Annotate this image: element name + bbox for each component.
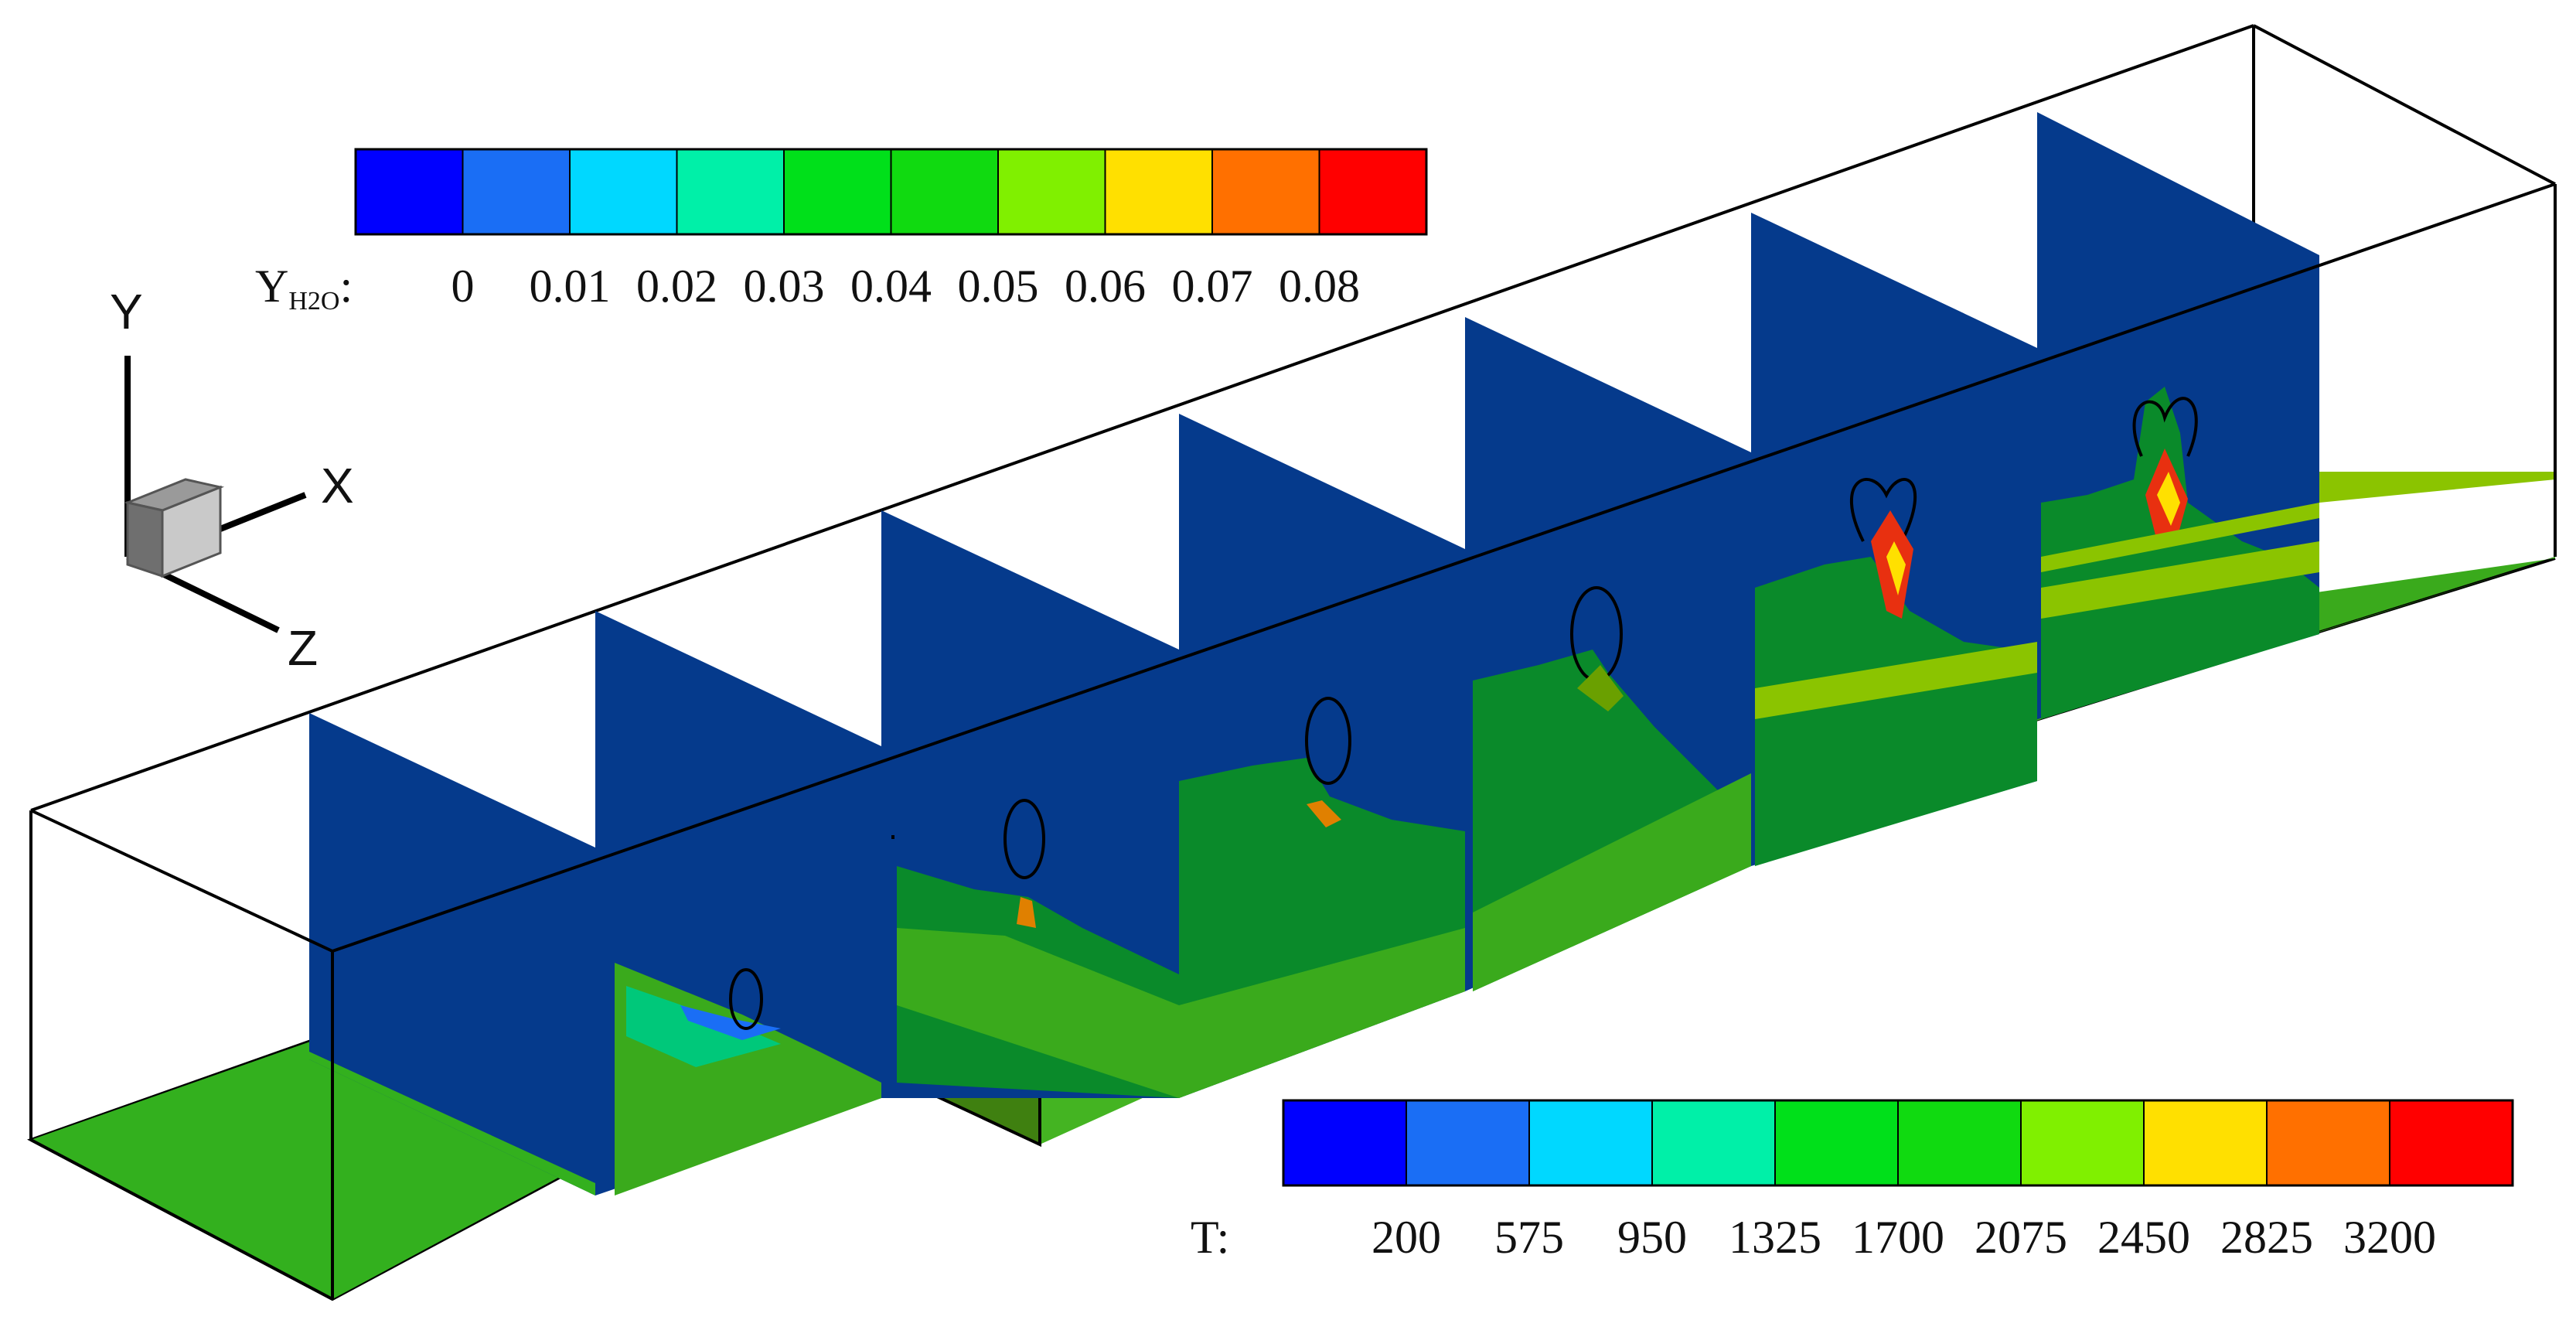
slice-plane-7-band — [2041, 541, 2319, 619]
colorbar-t-swatch — [2143, 1100, 2268, 1186]
colorbar-t-swatch — [1283, 1100, 1407, 1186]
colorbar-t-tick-label: 2450 — [2097, 1212, 2190, 1263]
colorbar-h2o-tick-label: 0.07 — [1172, 261, 1253, 312]
colorbar-h2o-tick-label: 0.06 — [1065, 261, 1146, 312]
colorbar-h2o-label: YH2O: — [255, 261, 353, 316]
colorbar-h2o-swatch — [1104, 148, 1213, 235]
axis-x-label: X — [321, 458, 354, 513]
colorbar-h2o-tick-label: 0.05 — [958, 261, 1039, 312]
colorbar-t-swatch — [1774, 1100, 1899, 1186]
colorbar-h2o-swatch — [783, 148, 892, 235]
colorbar-t-swatch — [1528, 1100, 1653, 1186]
colorbar-h2o-tick-label: 0.04 — [850, 261, 932, 312]
colorbar-h2o-tick-label: 0.08 — [1279, 261, 1360, 312]
colorbar-h2o-swatch — [1211, 148, 1320, 235]
axes-triad: Y X Z — [110, 284, 354, 676]
slice-plane-5-hot — [1577, 665, 1624, 711]
colorbar-h2o-swatch — [355, 148, 464, 235]
colorbar-h2o-swatch — [676, 148, 785, 235]
slice-plane-4-floor — [1179, 928, 1465, 1098]
colorbar-h2o-swatch — [569, 148, 678, 235]
colorbar-t-swatch — [1406, 1100, 1530, 1186]
slice-plane-7-contour — [2041, 387, 2319, 719]
colorbar-t-tick-label: 2825 — [2220, 1212, 2313, 1263]
colorbar-h2o-tick-label: 0.03 — [744, 261, 825, 312]
slice-plane-7-stoich-line — [2132, 397, 2198, 457]
triad-cube-side — [126, 501, 164, 578]
colorbar-h2o-tick-label: 0.02 — [636, 261, 717, 312]
colorbar-t-swatch — [1897, 1100, 2022, 1186]
colorbar-t-swatch — [1651, 1100, 1776, 1186]
slice-plane-6-contour — [1755, 557, 2037, 866]
colorbar-t-label: T: — [1191, 1212, 1229, 1263]
colorbar-t-swatch — [2389, 1100, 2513, 1186]
colorbar-t-frame — [1282, 1099, 2514, 1187]
slice-plane-1 — [309, 713, 595, 1196]
slice-plane-5-floor — [1473, 773, 1751, 991]
colorbar-h2o-swatch — [462, 148, 571, 235]
colorbar-h2o-frame — [354, 148, 1428, 236]
slice-plane-4-stoich-line — [1305, 697, 1351, 785]
axis-y-label: Y — [110, 284, 143, 339]
colorbar-h2o-tick-label: 0 — [451, 261, 475, 312]
slice-plane-3-hot — [1017, 897, 1036, 928]
slice-plane-3-stoich-line — [1003, 799, 1045, 879]
colorbar-t-swatch — [2020, 1100, 2145, 1186]
colorbar-t-tick-label: 950 — [1617, 1212, 1687, 1263]
slice-plane-6-band — [1755, 642, 2037, 719]
slice-plane-2-core — [680, 1005, 781, 1040]
colorbar-t-tick-label: 1700 — [1852, 1212, 1944, 1263]
slice-plane-2-contour-b — [626, 986, 781, 1067]
slice-plane-6-hot-core — [1886, 541, 1906, 595]
colorbar-h2o-swatch — [1318, 148, 1427, 235]
colorbar-t-swatch — [2266, 1100, 2390, 1186]
colorbar-h2o-tick-label: 0.01 — [530, 261, 611, 312]
slice-plane-6-stoich-line — [1849, 478, 1917, 542]
colorbar-t: 200 575 950 1325 1700 2075 2450 2825 3200 — [1282, 1099, 2514, 1263]
slice-plane-2-stoich-line — [729, 968, 763, 1030]
colorbar-t-tick-label: 200 — [1371, 1212, 1441, 1263]
box-back-edges — [30, 24, 2556, 812]
colorbar-t-tick-label: 3200 — [2343, 1212, 2436, 1263]
colorbar-t-tick-label: 2075 — [1975, 1212, 2067, 1263]
box-front-edges — [29, 182, 2557, 1301]
colorbar-h2o: 0 0.01 0.02 0.03 0.04 0.05 0.06 0.07 0.08 — [354, 148, 1428, 312]
colorbar-h2o-swatch — [997, 148, 1106, 235]
slice-plane-4-hot — [1307, 800, 1341, 827]
slice-plane-7-hot-core — [2157, 472, 2180, 526]
slice-plane-3-contour-b — [897, 928, 1179, 1098]
colorbar-t-tick-label: 575 — [1494, 1212, 1564, 1263]
colorbar-h2o-swatch — [890, 148, 999, 235]
slice-plane-1-floor-region — [309, 1052, 595, 1196]
floor-streaks — [2041, 472, 2555, 572]
colorbar-t-tick-label: 1325 — [1729, 1212, 1821, 1263]
axis-z-label: Z — [288, 620, 318, 676]
